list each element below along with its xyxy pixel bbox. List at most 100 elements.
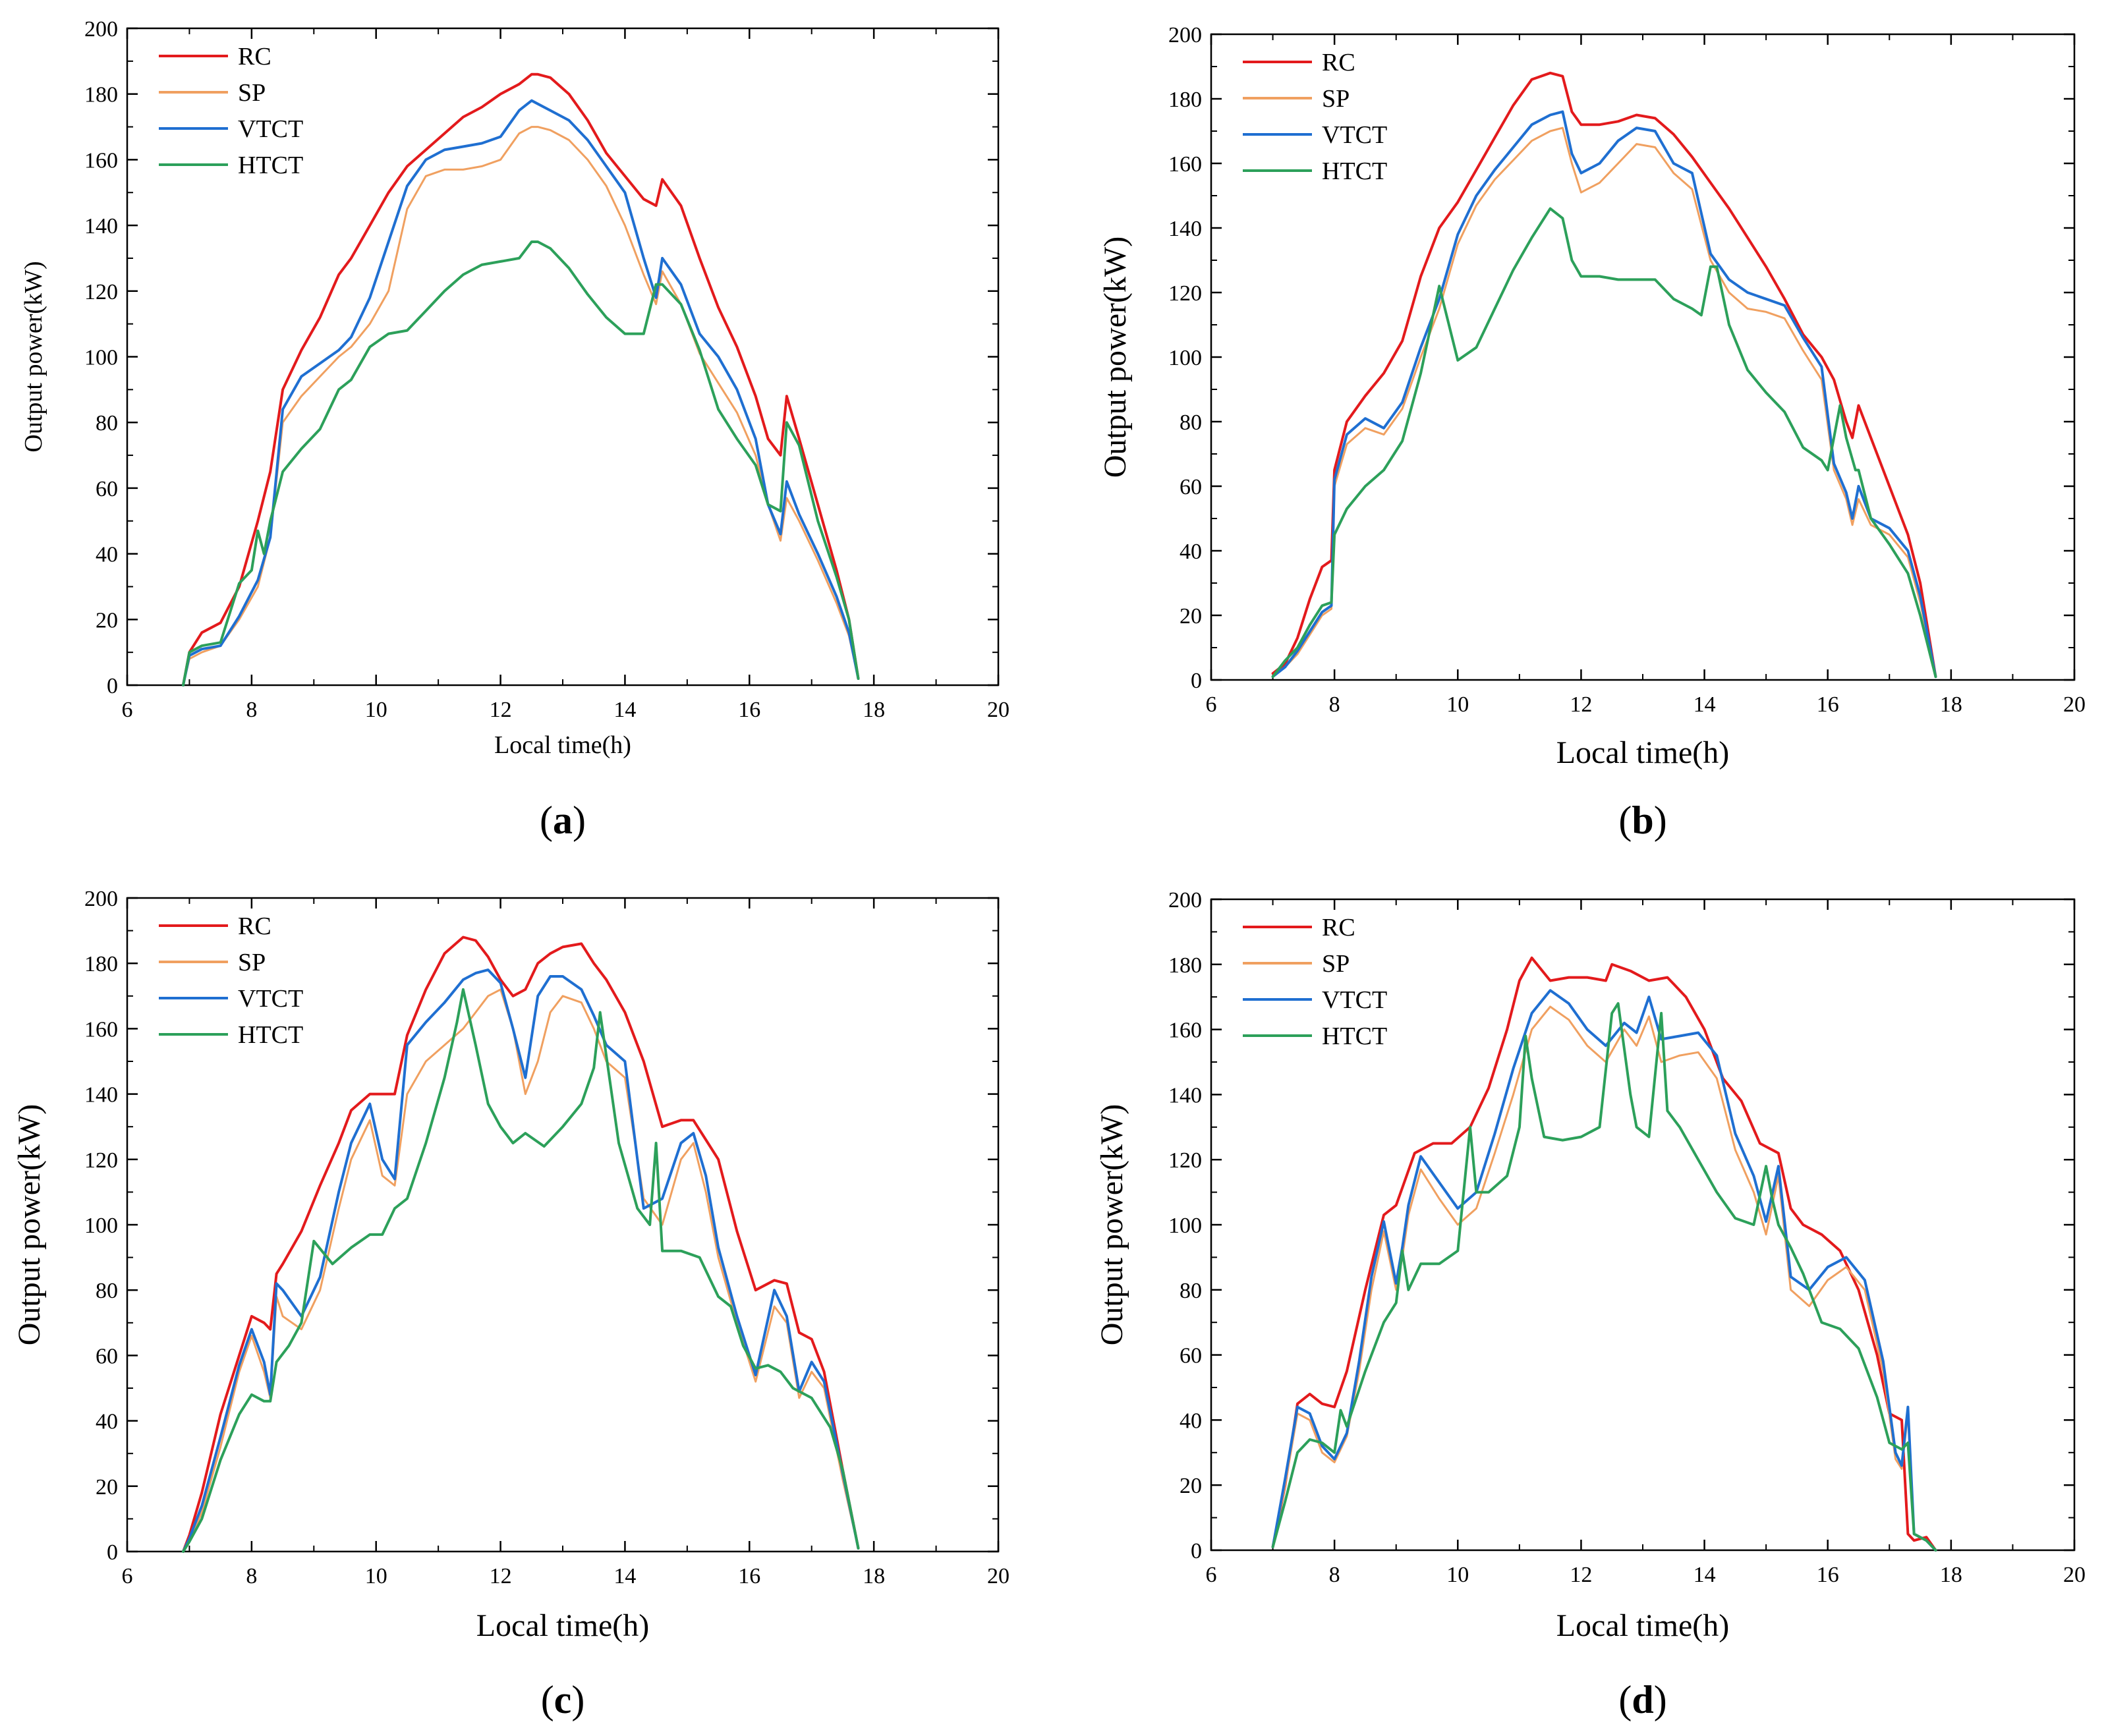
x-tick-label: 6 xyxy=(122,698,133,722)
series-line-htct xyxy=(1271,1002,1937,1552)
y-tick-label: 160 xyxy=(84,1017,118,1042)
x-tick-label: 16 xyxy=(738,1564,760,1588)
y-tick-label: 120 xyxy=(1168,281,1202,306)
series-line-vtct xyxy=(182,968,860,1553)
y-tick-label: 200 xyxy=(84,17,118,42)
x-tick-label: 12 xyxy=(490,698,512,722)
y-axis-title: Output power(kW) xyxy=(1095,1104,1129,1346)
series-line-vtct xyxy=(1271,110,1937,679)
y-tick-label: 0 xyxy=(1191,1539,1202,1563)
legend-label-sp: SP xyxy=(1322,85,1350,113)
y-tick-label: 20 xyxy=(96,608,118,632)
y-axis-title: Output power(kW) xyxy=(20,261,47,452)
y-tick-label: 200 xyxy=(1168,888,1202,912)
x-tick-label: 14 xyxy=(1693,692,1716,717)
y-tick-label: 140 xyxy=(84,214,118,238)
x-tick-label: 18 xyxy=(863,1564,885,1588)
x-tick-label: 18 xyxy=(863,698,885,722)
legend: RC SP VTCT HTCT xyxy=(159,912,303,1049)
y-tick-label: 60 xyxy=(96,477,118,501)
legend-label-vtct: VTCT xyxy=(1322,121,1387,149)
x-tick-label: 16 xyxy=(1817,692,1839,717)
legend-label-htct: HTCT xyxy=(1322,1022,1387,1050)
x-tick-label: 6 xyxy=(1206,1563,1217,1587)
x-tick-label: 12 xyxy=(1570,1563,1592,1587)
y-tick-label: 20 xyxy=(1180,1474,1202,1498)
series-line-vtct xyxy=(182,99,860,686)
y-tick-label: 140 xyxy=(1168,1083,1202,1107)
panel-d: 6 8 10 12 14 16 18 2002040608010012014016018020… xyxy=(1095,888,2086,1722)
y-axis-title: Output power(kW) xyxy=(1098,237,1133,478)
y-tick-label: 100 xyxy=(1168,1214,1202,1238)
y-tick-label: 60 xyxy=(96,1344,118,1368)
y-tick-label: 180 xyxy=(84,952,118,976)
y-tick-label: 180 xyxy=(1168,88,1202,112)
y-tick-label: 160 xyxy=(84,148,118,173)
series-line-sp xyxy=(182,988,859,1553)
x-axis-title: Local time(h) xyxy=(476,1608,650,1643)
y-tick-label: 80 xyxy=(1180,1279,1202,1303)
panel-a: 6 8 10 12 14 16 18 2002040608010012014016018020… xyxy=(20,17,1010,842)
y-tick-label: 20 xyxy=(96,1475,118,1499)
series-line-sp xyxy=(1272,126,1937,678)
x-tick-label: 20 xyxy=(2063,692,2086,717)
x-tick-label: 20 xyxy=(987,1564,1010,1588)
series-line-vtct xyxy=(1271,989,1937,1552)
y-tick-label: 80 xyxy=(96,411,118,435)
legend-label-vtct: VTCT xyxy=(1322,986,1387,1014)
y-tick-label: 180 xyxy=(84,83,118,107)
x-tick-label: 8 xyxy=(246,698,257,722)
legend-label-sp: SP xyxy=(238,949,266,976)
x-tick-label: 10 xyxy=(365,698,387,722)
panel-label: (b) xyxy=(1618,798,1666,842)
legend: RC SP VTCT HTCT xyxy=(1243,49,1387,185)
x-tick-label: 12 xyxy=(490,1564,512,1588)
x-axis-title: Local time(h) xyxy=(1556,735,1730,770)
x-tick-label: 10 xyxy=(365,1564,387,1588)
x-tick-label: 14 xyxy=(1693,1563,1716,1587)
x-tick-label: 20 xyxy=(2063,1563,2086,1587)
x-tick-label: 14 xyxy=(613,698,636,722)
x-tick-label: 6 xyxy=(122,1564,133,1588)
x-tick-label: 10 xyxy=(1446,692,1469,717)
y-tick-label: 180 xyxy=(1168,953,1202,978)
y-tick-label: 0 xyxy=(107,674,118,698)
y-tick-label: 60 xyxy=(1180,475,1202,499)
y-tick-label: 140 xyxy=(1168,217,1202,241)
y-tick-label: 140 xyxy=(84,1083,118,1107)
y-tick-label: 0 xyxy=(1191,669,1202,693)
y-tick-label: 160 xyxy=(1168,1019,1202,1043)
series-line-htct xyxy=(182,988,860,1553)
y-tick-label: 80 xyxy=(1180,410,1202,435)
x-tick-label: 12 xyxy=(1570,692,1592,717)
legend-label-vtct: VTCT xyxy=(238,115,303,143)
x-tick-label: 18 xyxy=(1940,1563,1962,1587)
series-line-rc xyxy=(1271,956,1937,1552)
y-tick-label: 120 xyxy=(84,1148,118,1173)
y-tick-label: 80 xyxy=(96,1279,118,1303)
panel-b: 6 8 10 12 14 16 18 2002040608010012014016018020… xyxy=(1098,23,2086,842)
x-tick-label: 18 xyxy=(1940,692,1962,717)
x-tick-label: 16 xyxy=(1817,1563,1839,1587)
x-axis-title: Local time(h) xyxy=(494,731,631,759)
y-tick-label: 60 xyxy=(1180,1344,1202,1368)
x-tick-label: 16 xyxy=(738,698,760,722)
y-tick-label: 100 xyxy=(1168,346,1202,370)
y-tick-label: 40 xyxy=(96,1410,118,1434)
y-tick-label: 0 xyxy=(107,1540,118,1565)
series-line-rc xyxy=(182,72,860,686)
y-tick-label: 40 xyxy=(1180,540,1202,564)
series-line-rc xyxy=(1271,71,1937,679)
x-tick-label: 10 xyxy=(1446,1563,1469,1587)
legend-label-htct: HTCT xyxy=(238,1021,303,1049)
legend-label-sp: SP xyxy=(1322,950,1350,978)
y-tick-label: 40 xyxy=(96,543,118,567)
legend-label-rc: RC xyxy=(238,43,271,70)
y-tick-label: 40 xyxy=(1180,1409,1202,1433)
legend-label-rc: RC xyxy=(1322,49,1355,76)
x-tick-label: 14 xyxy=(613,1564,636,1588)
x-tick-label: 6 xyxy=(1206,692,1217,717)
y-tick-label: 100 xyxy=(84,346,118,370)
legend: RC SP VTCT HTCT xyxy=(1243,914,1387,1050)
